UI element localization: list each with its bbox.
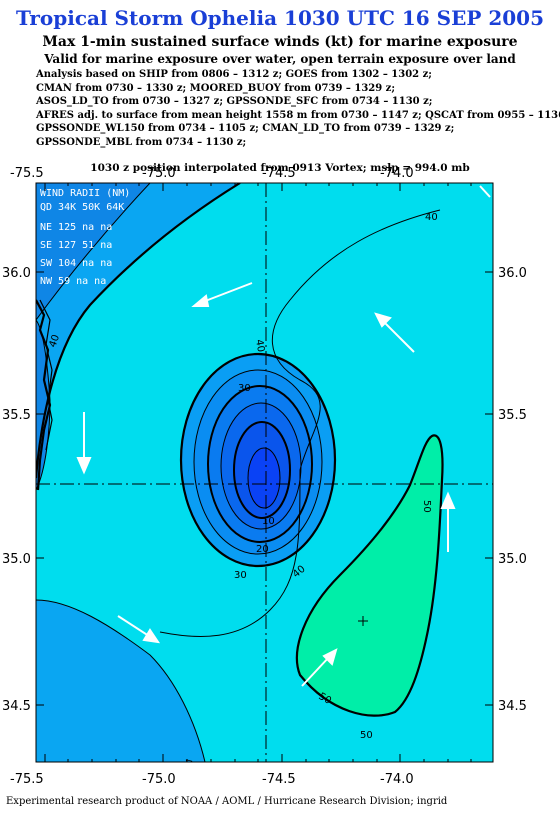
analysis-line: AFRES adj. to surface from mean height 1… [36,109,560,121]
y-tick-label: 36.0 [498,266,527,281]
plot-frame [35,182,494,763]
wind-radii-row: NE 125 na na [40,222,112,233]
x-tick-label: -75.0 [142,772,176,787]
analysis-line: Analysis based on SHIP from 0806 – 1312 … [36,69,432,80]
wind-radii-header: WIND RADII (NM) [40,188,130,199]
wind-radii-row: SE 127 51 na [40,240,112,251]
product-credit: Experimental research product of NOAA / … [6,796,448,807]
contour-label: 20 [256,544,269,555]
y-tick-label: 34.5 [498,699,527,714]
field-upper-left [36,183,150,320]
wind-radii-row: NW 59 na na [40,276,106,287]
contour-40kt-inner [159,209,441,638]
y-tick-label: 34.5 [2,699,31,714]
wind-radii-columns: QD 34K 50K 64K [40,202,124,213]
field-50kt [296,435,443,716]
wind-arrow [440,491,456,552]
contour-50kt [295,434,444,717]
analysis-line: GPSSONDE_WL150 from 0734 – 1105 z; CMAN_… [36,123,455,135]
contour-label: 10 [262,516,275,527]
contour-label: 30 [238,383,251,394]
contour-label: 40 [181,757,196,773]
x-tick-label: -74.0 [380,772,414,787]
y-tick-label: 35.5 [2,408,31,423]
map-subtitle-valid: Valid for marine exposure over water, op… [44,52,516,66]
wind-arrow [76,412,92,475]
analysis-line: GPSSONDE_MBL from 0734 – 1130 z; [36,136,247,148]
axis-ticks [36,183,493,762]
analysis-line: ASOS_LD_TO from 0730 – 1327 z; GPSSONDE_… [36,96,433,108]
contour-label: 50 [360,730,373,741]
wind-arrow [479,185,491,198]
core-5kt [248,448,280,508]
contour-40kt-ring [36,599,206,762]
analysis-sources: Analysis based on SHIP from 0806 – 1312 … [36,68,560,150]
wind-arrow [301,648,338,687]
contour-40kt-outer [36,183,241,479]
y-tick-label: 36.0 [2,266,31,281]
coastline [36,299,52,491]
y-tick-label: 35.5 [498,408,527,423]
wind-radii-row: SW 104 na na [40,258,112,269]
x-tick-label: -74.5 [262,772,296,787]
analysis-line: CMAN from 0730 – 1330 z; MOORED_BUOY fro… [36,82,396,94]
wind-radii-table: WIND RADII (NM) QD 34K 50K 64K NE 125 na… [40,188,130,287]
contour-lines [36,183,444,762]
x-tick-label: -75.5 [10,166,44,181]
contour-30kt [179,352,337,568]
contour-20kt [207,385,313,543]
contour-label: 40 [47,333,62,349]
contour-label: 40 [425,212,438,223]
x-tick-label: -75.5 [10,772,44,787]
contour-label: 30 [234,570,247,581]
map-subtitle: Max 1-min sustained surface winds (kt) f… [42,34,518,50]
wind-arrows [76,185,491,687]
contour-label: 40 [253,339,266,353]
coastline-barrier [39,299,53,451]
position-note: 1030 z position interpolated from 0913 V… [90,162,470,174]
x-tick-label: -74.0 [380,166,414,181]
x-tick-label: -74.5 [262,166,296,181]
map-title: Tropical Storm Ophelia 1030 UTC 16 SEP 2… [15,6,545,30]
wind-arrow [191,282,253,307]
wind-arrow [374,312,415,353]
max-wind-marker [358,616,368,626]
wind-arrow [117,615,161,644]
contour-15kt [220,402,302,530]
contour-25kt [193,369,323,555]
contour-fields: 40 40 40 40 40 30 30 20 10 50 50 WIND RA… [36,183,493,773]
contour-label: 50 [421,500,432,513]
contour-10kt [233,421,291,519]
contour-40kt-upper [36,183,151,321]
x-tick-label: -75.0 [142,166,176,181]
y-tick-label: 35.0 [498,552,527,567]
contour-5kt [247,447,281,509]
y-tick-label: 35.0 [2,552,31,567]
